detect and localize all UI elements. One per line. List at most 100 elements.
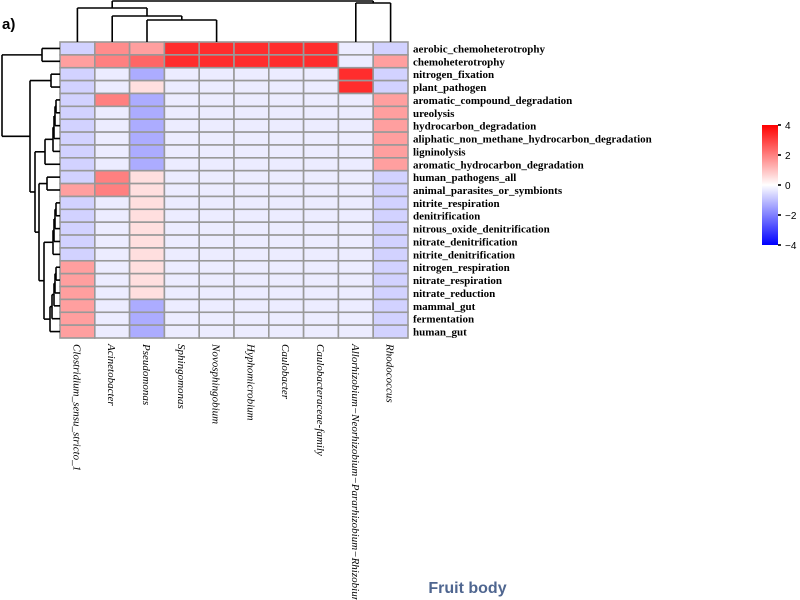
row-label: nitrogen_respiration (413, 262, 510, 274)
row-label: denitrification (413, 211, 480, 223)
heatmap-cell (94, 259, 131, 275)
row-label: fermentation (413, 314, 474, 326)
heatmap-cell (163, 169, 200, 185)
heatmap-cell (163, 66, 200, 82)
heatmap-cell (337, 54, 374, 69)
heatmap-cell (337, 285, 374, 301)
row-label: ligninolysis (413, 146, 466, 158)
heatmap-cell (128, 272, 166, 288)
heatmap-cell (128, 285, 166, 301)
heatmap-cell (94, 118, 131, 133)
color-scale-tick-label: 4 (785, 121, 791, 132)
heatmap-cell (233, 41, 270, 56)
heatmap-cell (198, 118, 235, 133)
heatmap-cell (267, 66, 305, 82)
heatmap-cell (163, 195, 200, 211)
heatmap-cell (267, 105, 305, 121)
row-label: plant_pathogen (413, 82, 486, 94)
heatmap-cell (163, 272, 200, 288)
heatmap-cell (267, 169, 305, 185)
heatmap-cell (59, 285, 96, 301)
row-label: nitrate_reduction (413, 288, 495, 300)
heatmap-cell (198, 66, 235, 82)
heatmap-cell (59, 195, 96, 211)
heatmap-cell (94, 144, 131, 159)
heatmap-cell (128, 118, 166, 133)
heatmap-cell (302, 208, 340, 223)
heatmap-cell (59, 311, 96, 326)
heatmap-cell (128, 54, 166, 69)
heatmap-cell (59, 247, 96, 262)
heatmap-cell (372, 105, 409, 121)
heatmap-cell (302, 247, 340, 262)
heatmap-cell (163, 324, 200, 339)
heatmap-cell (302, 259, 340, 275)
heatmap-cell (302, 41, 340, 56)
heatmap-cell (337, 272, 374, 288)
heatmap-cell (233, 208, 270, 223)
row-label: chemoheterotrophy (413, 56, 505, 68)
heatmap-cell (94, 208, 131, 223)
heatmap-cell (233, 311, 270, 326)
heatmap-cell (59, 182, 96, 198)
heatmap-cell (267, 131, 305, 146)
heatmap-cell (233, 182, 270, 198)
heatmap-cell (267, 92, 305, 108)
heatmap-cell (267, 79, 305, 95)
heatmap-cell (302, 157, 340, 172)
heatmap-cell (372, 41, 409, 56)
footer-title: Fruit body (428, 580, 507, 597)
heatmap-cell (233, 272, 270, 288)
heatmap-cell (267, 247, 305, 262)
heatmap-cell (128, 247, 166, 262)
heatmap-cell (94, 182, 131, 198)
heatmap-cell (163, 298, 200, 314)
heatmap-cell (267, 272, 305, 288)
heatmap-cell (59, 208, 96, 223)
heatmap-cell (198, 298, 235, 314)
row-label: aliphatic_non_methane_hydrocarbon_degrad… (413, 134, 652, 146)
column-label: Acinetobacter (105, 343, 117, 406)
heatmap-cell (128, 311, 166, 326)
heatmap-cell (302, 221, 340, 236)
heatmap-cell (198, 285, 235, 301)
heatmap-cell (59, 234, 96, 249)
heatmap-cell (94, 234, 131, 249)
heatmap-cell (128, 259, 166, 275)
row-label: human_gut (413, 327, 467, 339)
heatmap-cell (59, 272, 96, 288)
column-label: Novosphingobium (210, 343, 222, 424)
heatmap-cell (198, 144, 235, 159)
heatmap-cell (94, 92, 131, 108)
heatmap-cell (337, 92, 374, 108)
heatmap-cell (267, 208, 305, 223)
heatmap-cell (267, 144, 305, 159)
heatmap-cell (163, 41, 200, 56)
heatmap-cell (302, 285, 340, 301)
heatmap-cell (337, 259, 374, 275)
heatmap-cell (128, 131, 166, 146)
heatmap-cell (337, 298, 374, 314)
heatmap-cell (233, 234, 270, 249)
heatmap-cell (198, 54, 235, 69)
heatmap-cell (94, 285, 131, 301)
row-label: hydrocarbon_degradation (413, 121, 536, 133)
heatmap-cell (302, 66, 340, 82)
panel-label: a) (2, 16, 16, 33)
column-label: Rhodococcus (384, 343, 396, 403)
heatmap-cell (59, 298, 96, 314)
heatmap-cell (198, 234, 235, 249)
heatmap-cell (302, 54, 340, 69)
row-label: nitrate_respiration (413, 275, 502, 287)
heatmap-cell (372, 157, 409, 172)
heatmap-cell (233, 144, 270, 159)
heatmap-cell (337, 247, 374, 262)
heatmap-cell (267, 195, 305, 211)
column-label: Pseudomonas (140, 343, 152, 405)
heatmap-cell (59, 324, 96, 339)
row-label: nitrite_respiration (413, 198, 500, 210)
column-label: Hyphomicrobium (244, 343, 256, 421)
heatmap-cell (94, 169, 131, 185)
heatmap-cell (267, 298, 305, 314)
heatmap-cell (302, 195, 340, 211)
